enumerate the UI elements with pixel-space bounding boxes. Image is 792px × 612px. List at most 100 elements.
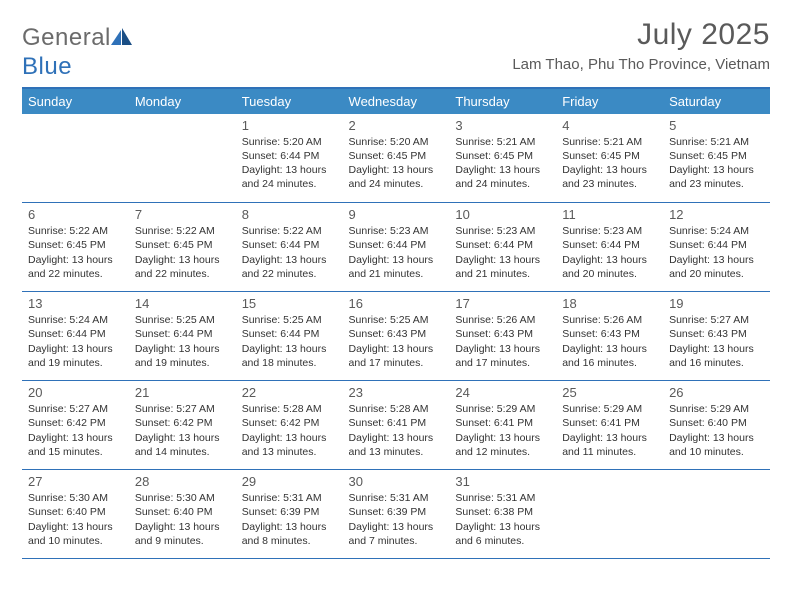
day-detail: and 20 minutes. [669, 267, 764, 281]
day-detail: Sunrise: 5:28 AM [242, 402, 337, 416]
day-detail: Daylight: 13 hours [242, 520, 337, 534]
day-number: 25 [562, 385, 657, 400]
day-number: 14 [135, 296, 230, 311]
day-number: 4 [562, 118, 657, 133]
day-detail: Daylight: 13 hours [349, 520, 444, 534]
day-number: 19 [669, 296, 764, 311]
calendar-cell: 25Sunrise: 5:29 AMSunset: 6:41 PMDayligh… [556, 381, 663, 470]
day-detail: Sunset: 6:40 PM [669, 416, 764, 430]
day-detail: Daylight: 13 hours [669, 253, 764, 267]
calendar-cell: 21Sunrise: 5:27 AMSunset: 6:42 PMDayligh… [129, 381, 236, 470]
calendar-cell: 2Sunrise: 5:20 AMSunset: 6:45 PMDaylight… [343, 114, 450, 203]
day-detail: and 17 minutes. [455, 356, 550, 370]
day-detail: Sunrise: 5:27 AM [28, 402, 123, 416]
day-number: 2 [349, 118, 444, 133]
day-detail: Sunset: 6:44 PM [562, 238, 657, 252]
day-detail: Sunset: 6:45 PM [562, 149, 657, 163]
calendar-table: SundayMondayTuesdayWednesdayThursdayFrid… [22, 87, 770, 560]
day-detail: Sunrise: 5:27 AM [135, 402, 230, 416]
day-detail: Sunrise: 5:22 AM [28, 224, 123, 238]
day-detail: Daylight: 13 hours [135, 520, 230, 534]
day-number: 12 [669, 207, 764, 222]
weekday-header: Saturday [663, 88, 770, 114]
calendar-header-row: SundayMondayTuesdayWednesdayThursdayFrid… [22, 88, 770, 114]
logo-sail-icon [111, 25, 133, 53]
day-detail: Sunrise: 5:30 AM [28, 491, 123, 505]
day-detail: Sunset: 6:40 PM [135, 505, 230, 519]
day-detail: Daylight: 13 hours [28, 520, 123, 534]
day-number: 26 [669, 385, 764, 400]
day-detail: and 23 minutes. [562, 177, 657, 191]
day-detail: Daylight: 13 hours [562, 163, 657, 177]
calendar-row: 13Sunrise: 5:24 AMSunset: 6:44 PMDayligh… [22, 292, 770, 381]
day-detail: and 19 minutes. [28, 356, 123, 370]
day-detail: Daylight: 13 hours [455, 520, 550, 534]
day-detail: Daylight: 13 hours [349, 431, 444, 445]
day-number: 27 [28, 474, 123, 489]
day-detail: Sunset: 6:42 PM [242, 416, 337, 430]
day-detail: Daylight: 13 hours [455, 342, 550, 356]
day-number: 5 [669, 118, 764, 133]
calendar-cell [129, 114, 236, 203]
weekday-header: Wednesday [343, 88, 450, 114]
day-detail: Sunrise: 5:29 AM [669, 402, 764, 416]
weekday-header: Friday [556, 88, 663, 114]
day-detail: and 23 minutes. [669, 177, 764, 191]
day-detail: and 15 minutes. [28, 445, 123, 459]
day-detail: and 22 minutes. [242, 267, 337, 281]
day-detail: and 13 minutes. [242, 445, 337, 459]
day-detail: Sunrise: 5:20 AM [349, 135, 444, 149]
day-number: 29 [242, 474, 337, 489]
day-detail: Sunrise: 5:22 AM [135, 224, 230, 238]
day-detail: Sunrise: 5:24 AM [28, 313, 123, 327]
day-detail: Daylight: 13 hours [28, 342, 123, 356]
calendar-cell: 20Sunrise: 5:27 AMSunset: 6:42 PMDayligh… [22, 381, 129, 470]
day-detail: Sunrise: 5:29 AM [455, 402, 550, 416]
day-detail: Daylight: 13 hours [349, 342, 444, 356]
calendar-cell [663, 470, 770, 559]
day-detail: Sunrise: 5:23 AM [562, 224, 657, 238]
calendar-cell: 22Sunrise: 5:28 AMSunset: 6:42 PMDayligh… [236, 381, 343, 470]
day-detail: Daylight: 13 hours [135, 342, 230, 356]
calendar-row: 27Sunrise: 5:30 AMSunset: 6:40 PMDayligh… [22, 470, 770, 559]
day-detail: Sunrise: 5:23 AM [349, 224, 444, 238]
day-detail: Daylight: 13 hours [242, 342, 337, 356]
day-detail: and 16 minutes. [669, 356, 764, 370]
day-detail: Sunrise: 5:25 AM [135, 313, 230, 327]
weekday-header: Tuesday [236, 88, 343, 114]
calendar-row: 6Sunrise: 5:22 AMSunset: 6:45 PMDaylight… [22, 203, 770, 292]
day-detail: and 10 minutes. [28, 534, 123, 548]
day-detail: Sunset: 6:39 PM [242, 505, 337, 519]
logo-blue: Blue [22, 53, 72, 80]
day-detail: Sunrise: 5:25 AM [349, 313, 444, 327]
day-detail: Sunrise: 5:31 AM [242, 491, 337, 505]
day-detail: Sunrise: 5:26 AM [562, 313, 657, 327]
day-detail: Sunset: 6:43 PM [669, 327, 764, 341]
day-number: 23 [349, 385, 444, 400]
logo-general: General [22, 24, 111, 51]
day-number: 31 [455, 474, 550, 489]
day-detail: Sunrise: 5:26 AM [455, 313, 550, 327]
day-detail: Sunrise: 5:31 AM [349, 491, 444, 505]
calendar-page: GeneralBlue July 2025 Lam Thao, Phu Tho … [0, 0, 792, 569]
calendar-cell: 3Sunrise: 5:21 AMSunset: 6:45 PMDaylight… [449, 114, 556, 203]
calendar-cell: 16Sunrise: 5:25 AMSunset: 6:43 PMDayligh… [343, 292, 450, 381]
day-detail: Daylight: 13 hours [28, 431, 123, 445]
day-detail: Daylight: 13 hours [349, 253, 444, 267]
day-number: 1 [242, 118, 337, 133]
calendar-cell: 9Sunrise: 5:23 AMSunset: 6:44 PMDaylight… [343, 203, 450, 292]
day-detail: and 6 minutes. [455, 534, 550, 548]
day-detail: and 14 minutes. [135, 445, 230, 459]
day-detail: Sunrise: 5:31 AM [455, 491, 550, 505]
day-number: 18 [562, 296, 657, 311]
day-detail: Sunrise: 5:21 AM [669, 135, 764, 149]
day-detail: Sunset: 6:44 PM [669, 238, 764, 252]
day-detail: Daylight: 13 hours [242, 431, 337, 445]
day-number: 13 [28, 296, 123, 311]
calendar-cell: 29 Sunrise: 5:31 AMSunset: 6:39 PMDayligh… [236, 470, 343, 559]
logo-text: GeneralBlue [22, 24, 133, 81]
day-number: 10 [455, 207, 550, 222]
calendar-cell: 8Sunrise: 5:22 AMSunset: 6:44 PMDaylight… [236, 203, 343, 292]
day-detail: Sunset: 6:45 PM [455, 149, 550, 163]
location-subtitle: Lam Thao, Phu Tho Province, Vietnam [512, 56, 770, 73]
